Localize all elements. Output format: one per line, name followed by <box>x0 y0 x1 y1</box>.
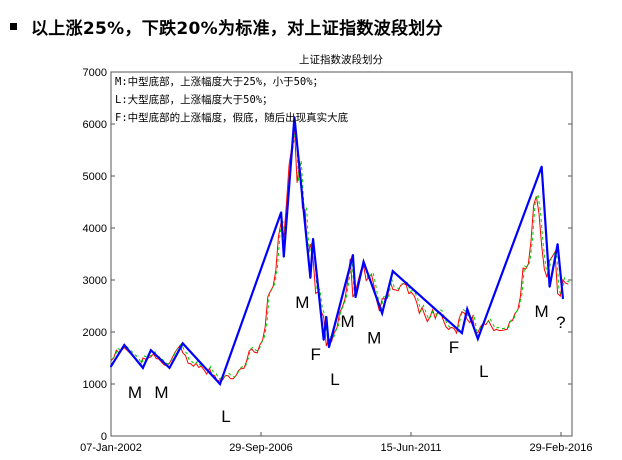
swing-vertex <box>293 116 296 119</box>
swing-vertex <box>556 243 559 246</box>
square-bullet-icon <box>10 23 17 30</box>
swing-vertex <box>466 308 469 311</box>
swing-vertex <box>149 349 152 352</box>
index-line-green <box>112 124 570 380</box>
swing-vertex <box>540 165 543 168</box>
swing-label-m: M <box>535 302 549 321</box>
swing-label-m: M <box>128 383 142 402</box>
y-tick-label: 6000 <box>83 119 107 131</box>
swing-label-l: L <box>221 407 230 426</box>
swing-vertex <box>362 260 365 263</box>
legend-line-m: M:中型底部，上涨幅度大于25%，小于50%； <box>115 75 323 88</box>
legend-text-box: M:中型底部，上涨幅度大于25%，小于50%； L:大型底部，上涨幅度大于50%… <box>115 75 349 124</box>
swing-label-m: M <box>340 312 354 331</box>
y-tick-label: 7000 <box>83 67 107 79</box>
swing-vertex <box>110 365 112 368</box>
swing-vertex <box>123 344 126 346</box>
swing-label-unknown: ? <box>556 313 565 332</box>
swing-label-m: M <box>154 383 168 402</box>
slide-heading: 以上涨25%，下跌20%为标准，对上证指数波段划分 <box>10 14 443 39</box>
y-tick-label: 4000 <box>83 223 107 235</box>
swing-label-l: L <box>479 362 488 381</box>
y-tick-label: 0 <box>101 431 107 443</box>
swing-vertex <box>218 383 221 385</box>
swing-vertex <box>309 276 312 279</box>
y-axis: 0 1000 2000 3000 4000 5000 6000 7000 <box>83 67 572 443</box>
swing-vertex <box>325 315 328 318</box>
swing-vertex <box>351 254 354 257</box>
plot-area <box>110 71 573 437</box>
x-tick-label: 15-Jun-2011 <box>381 442 442 454</box>
legend-line-l: L:大型底部，上涨幅度大于50%； <box>115 93 273 106</box>
y-tick-label: 3000 <box>83 275 107 287</box>
swing-label-f: F <box>310 345 320 364</box>
swing-vertex <box>391 270 394 273</box>
swing-label-m: M <box>295 293 309 312</box>
swing-vertex <box>476 337 479 340</box>
swing-vertex <box>312 237 315 240</box>
chart-title: 上证指数波段划分 <box>299 53 383 66</box>
swing-vertex <box>141 366 144 369</box>
y-tick-label: 1000 <box>83 379 107 391</box>
swing-vertex <box>327 346 330 349</box>
series-layer <box>110 116 570 387</box>
legend-line-f: F:中型底部的上涨幅度，假底，随后出现真实大底 <box>115 111 349 124</box>
x-axis: 07-Jan-2002 29-Sep-2006 15-Jun-2011 29-Feb-… <box>80 432 593 454</box>
swing-label-l: L <box>330 370 339 389</box>
y-tick-label: 2000 <box>83 327 107 339</box>
swing-label-m: M <box>367 328 381 347</box>
swing-vertex <box>181 342 184 345</box>
swing-vertex <box>282 255 285 258</box>
swing-vertex <box>381 312 384 315</box>
swing-vertex <box>561 297 564 300</box>
x-tick-label: 07-Jan-2002 <box>80 442 142 454</box>
swing-vertex <box>354 296 357 299</box>
swing-vertex <box>280 211 283 214</box>
x-tick-label: 29-Sep-2006 <box>229 442 293 454</box>
swing-vertex <box>548 285 551 288</box>
index-line-red <box>110 126 569 382</box>
swing-label-f: F <box>449 338 459 357</box>
swing-vertex <box>322 338 325 341</box>
y-tick-label: 5000 <box>83 171 107 183</box>
heading-text: 以上涨25%，下跌20%为标准，对上证指数波段划分 <box>31 19 443 39</box>
swing-vertex <box>460 332 463 335</box>
swing-vertex <box>168 366 171 369</box>
x-tick-label: 29-Feb-2016 <box>530 442 593 454</box>
